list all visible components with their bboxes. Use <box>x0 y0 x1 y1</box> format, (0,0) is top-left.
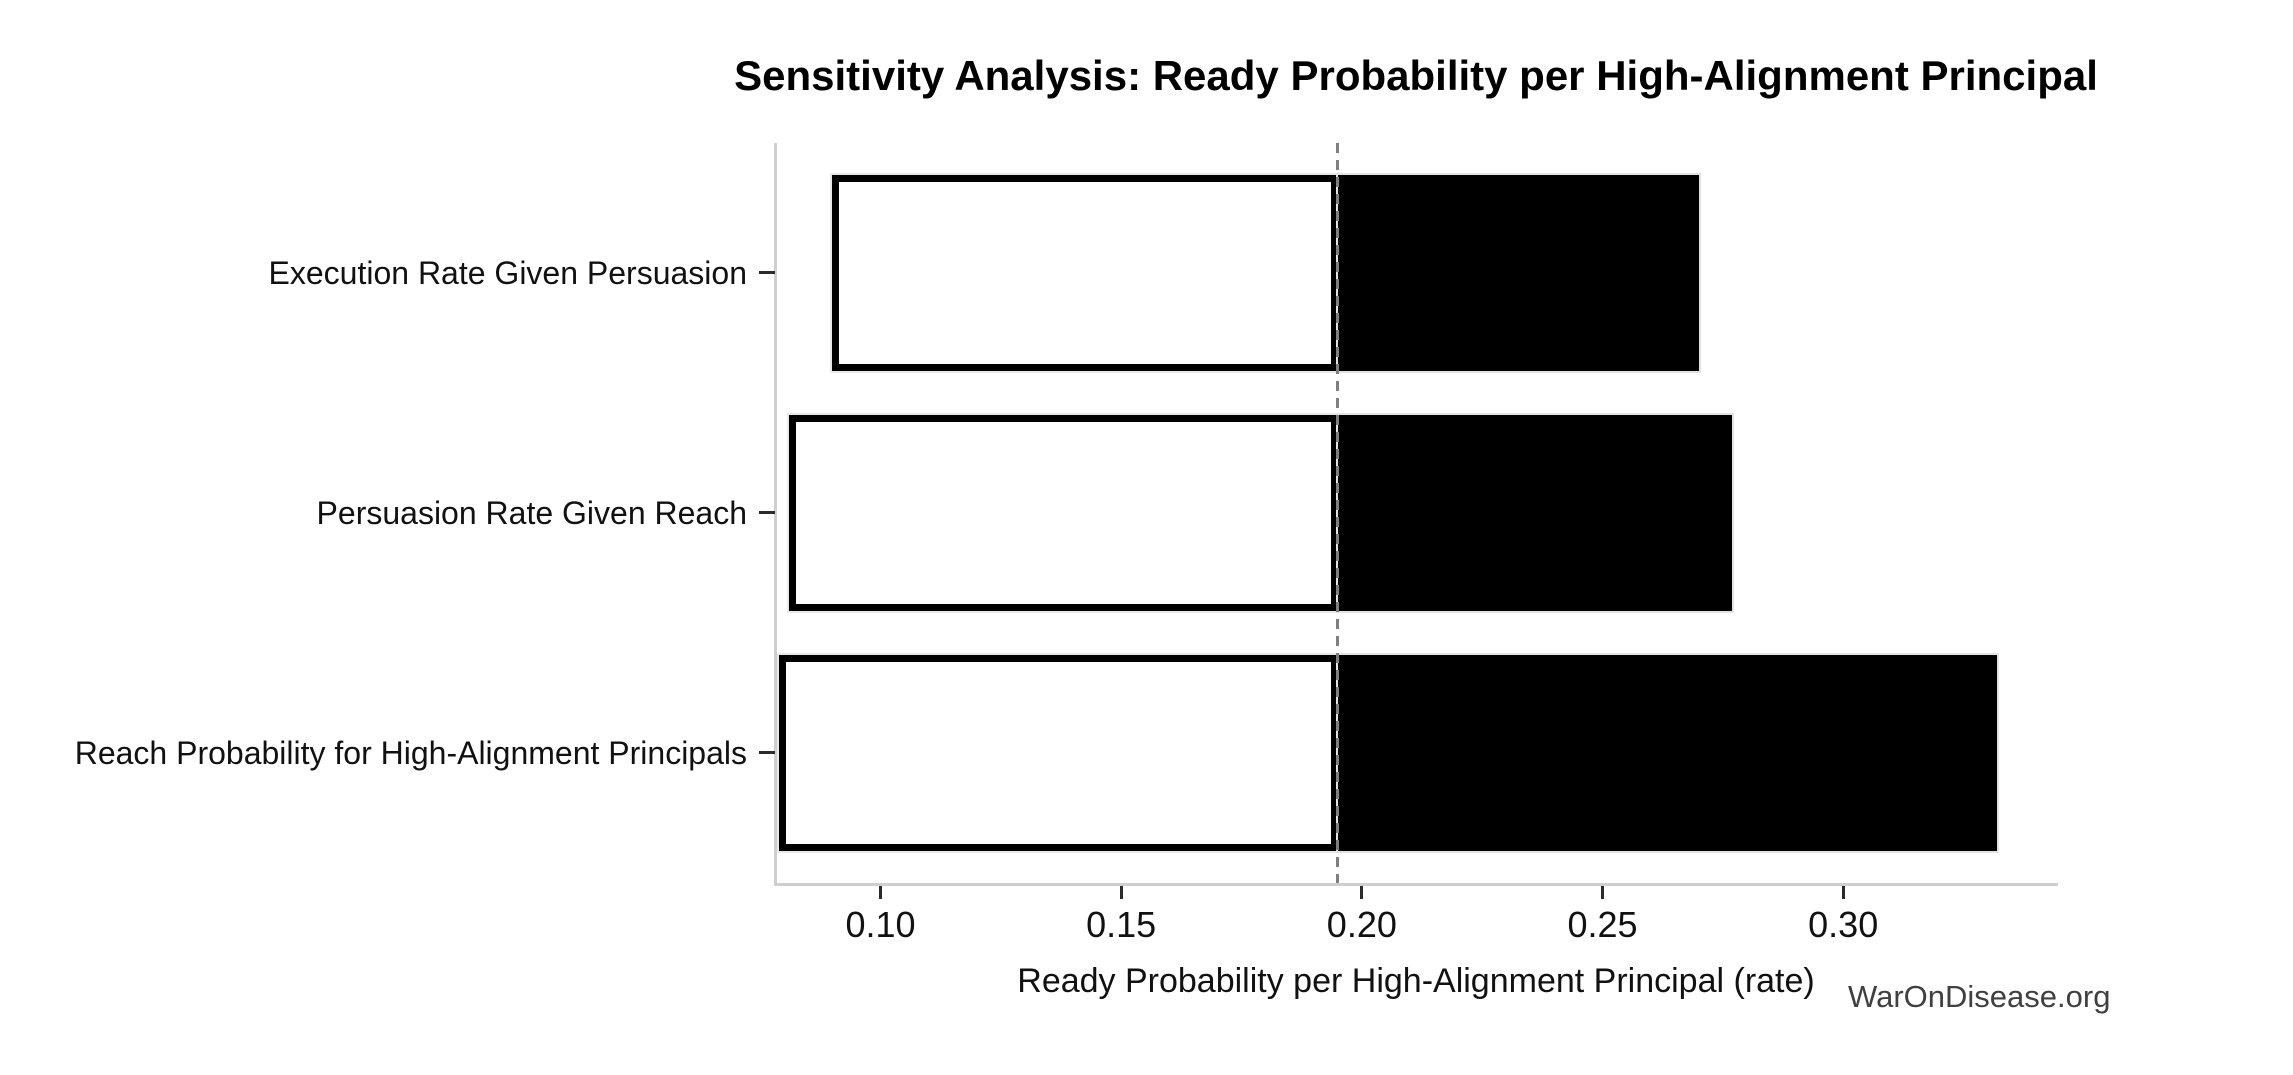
x-tick-label: 0.20 <box>1326 904 1397 945</box>
watermark: WarOnDisease.org <box>1848 979 2111 1014</box>
bar-low-range <box>832 174 1338 371</box>
x-axis-tick <box>1601 886 1605 899</box>
x-axis-tick <box>878 886 882 899</box>
x-tick-label: 0.10 <box>845 904 916 945</box>
y-tick-label: Persuasion Rate Given Reach <box>316 494 747 531</box>
plot-area: Execution Rate Given Persuasion Persuasio… <box>75 143 2055 945</box>
x-axis-tick <box>1360 886 1364 899</box>
bar-high-range <box>1337 654 1998 851</box>
y-tick-label: Reach Probability for High-Alignment Pri… <box>74 734 747 771</box>
y-axis-tick <box>759 511 775 514</box>
x-axis-tick <box>1841 886 1845 899</box>
y-axis-tick <box>759 271 775 274</box>
baseline-dashed-line <box>1336 143 1340 883</box>
x-axis-spine <box>774 883 2058 886</box>
x-tick-label: 0.30 <box>1808 904 1879 945</box>
x-axis-label: Ready Probability per High-Alignment Pri… <box>1017 962 1815 1000</box>
x-tick-label: 0.25 <box>1567 904 1638 945</box>
bar-low-range <box>789 414 1338 611</box>
y-tick-label: Execution Rate Given Persuasion <box>268 254 747 291</box>
chart-title: Sensitivity Analysis: Ready Probability … <box>734 52 2098 99</box>
y-axis-spine <box>774 143 777 886</box>
bar-high-range <box>1337 174 1699 371</box>
x-axis-tick <box>1119 886 1123 899</box>
x-tick-label: 0.15 <box>1086 904 1157 945</box>
bar-low-range <box>779 654 1338 851</box>
bar-high-range <box>1337 414 1733 611</box>
y-axis-tick <box>759 751 775 754</box>
